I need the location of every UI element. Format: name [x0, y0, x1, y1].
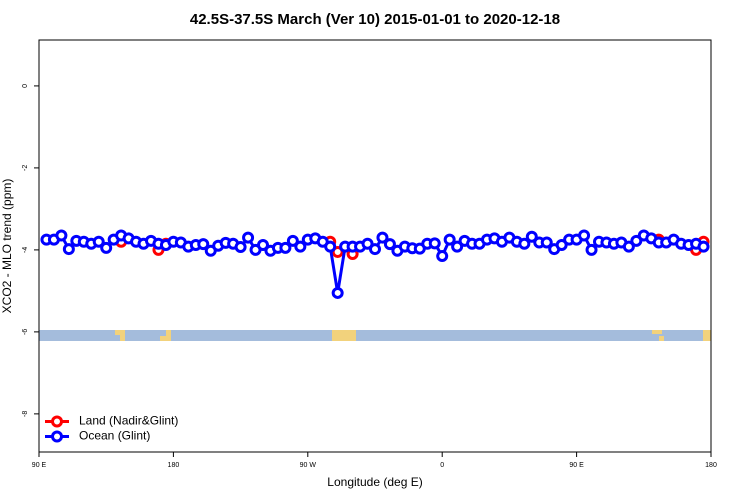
- data-point: [525, 230, 538, 243]
- data-point: [55, 229, 68, 242]
- y-tick-label: -2: [22, 165, 29, 171]
- legend-label: Ocean (Glint): [79, 429, 150, 443]
- data-point: [518, 237, 531, 250]
- land-patch: [115, 330, 125, 335]
- land-patch: [120, 335, 125, 341]
- y-tick-label: -8: [22, 411, 29, 417]
- x-axis-label: Longitude (deg E): [327, 475, 422, 489]
- data-point: [62, 243, 75, 256]
- x-tick-label: 90 W: [300, 462, 317, 469]
- y-tick-label: -6: [22, 329, 29, 335]
- y-axis-label: XCO2 - MLO trend (ppm): [0, 179, 14, 314]
- plot-frame: [38, 39, 712, 453]
- ocean-strip: [39, 330, 711, 341]
- data-point: [242, 231, 255, 244]
- data-point: [286, 234, 299, 247]
- data-point: [630, 234, 643, 247]
- data-point: [294, 240, 307, 253]
- land-patch: [160, 336, 166, 341]
- data-point: [622, 240, 635, 253]
- x-tick-label: 0: [440, 462, 444, 469]
- data-point: [331, 286, 344, 299]
- data-point: [92, 235, 105, 248]
- data-point: [257, 238, 269, 251]
- data-point: [324, 240, 337, 253]
- data-point: [697, 240, 710, 253]
- data-point: [331, 245, 344, 258]
- chart-title: 42.5S-37.5S March (Ver 10) 2015-01-01 to…: [190, 11, 560, 28]
- data-point: [436, 250, 449, 263]
- data-point: [578, 229, 591, 242]
- y-tick-label: -4: [22, 247, 29, 253]
- data-point: [585, 243, 598, 256]
- land-patch: [652, 330, 662, 334]
- data-point: [197, 238, 210, 251]
- data-point: [376, 231, 389, 244]
- data-point: [443, 233, 456, 246]
- data-point: [234, 241, 247, 254]
- land-mask-strip: [39, 330, 711, 341]
- legend-marker: [51, 430, 63, 443]
- x-tick-label: 90 E: [569, 462, 584, 469]
- land-patch: [659, 336, 664, 341]
- data-point: [361, 237, 374, 250]
- legend-label: Land (Nadir&Glint): [79, 414, 178, 428]
- legend: Land (Nadir&Glint)Ocean (Glint): [45, 414, 178, 443]
- data-point: [369, 243, 381, 256]
- data-point: [451, 240, 464, 253]
- data-point: [540, 236, 553, 249]
- data-point: [279, 241, 292, 254]
- x-tick-label: 180: [705, 462, 717, 469]
- y-tick-label: 0: [22, 84, 29, 88]
- land-patch: [332, 330, 356, 341]
- land-patch: [703, 330, 711, 341]
- x-tick-label: 180: [168, 462, 180, 469]
- x-tick-label: 90 E: [32, 462, 47, 469]
- data-point: [100, 241, 113, 254]
- data-point: [555, 238, 568, 251]
- land-patch: [166, 330, 171, 341]
- data-point: [383, 238, 396, 251]
- legend-marker: [51, 415, 63, 428]
- data-point: [428, 237, 441, 250]
